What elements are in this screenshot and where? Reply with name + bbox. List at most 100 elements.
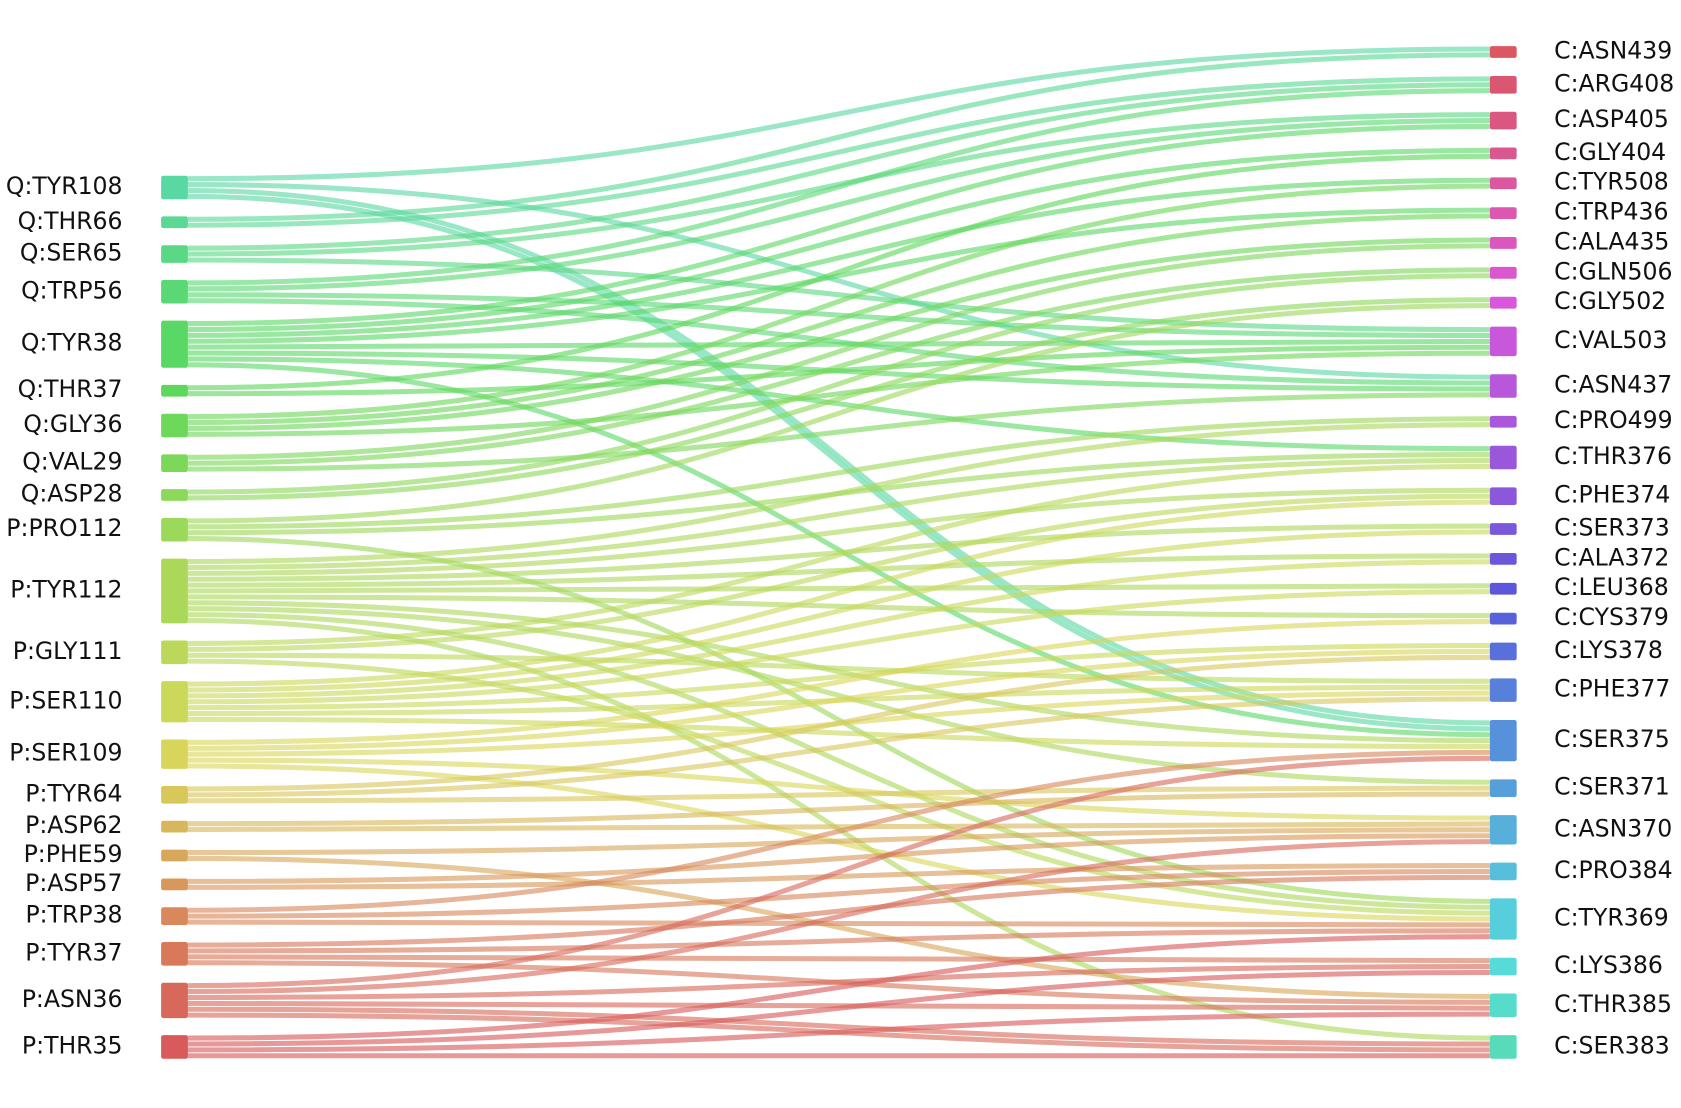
node xyxy=(161,681,188,723)
link xyxy=(187,643,1490,711)
node-label: C:ASN370 xyxy=(1554,814,1672,842)
link xyxy=(187,88,1490,286)
node xyxy=(161,517,188,542)
node-label: Q:GLY36 xyxy=(23,410,122,438)
node-label: P:TYR112 xyxy=(10,576,122,604)
node xyxy=(1489,582,1517,595)
node-label: C:GLY502 xyxy=(1554,287,1666,315)
node-label: C:SER375 xyxy=(1554,725,1670,753)
node xyxy=(1489,374,1517,398)
node-label: C:PHE374 xyxy=(1554,481,1670,509)
link xyxy=(187,177,1490,338)
link xyxy=(187,755,1490,989)
link xyxy=(187,964,1490,1000)
node xyxy=(1489,612,1517,625)
node xyxy=(1489,46,1517,58)
link xyxy=(187,874,1490,948)
node-label: C:VAL503 xyxy=(1554,326,1667,354)
node-label: C:PRO499 xyxy=(1554,406,1673,434)
node-label: Q:SER65 xyxy=(20,239,123,267)
link xyxy=(187,422,1490,565)
node xyxy=(1489,552,1517,565)
link xyxy=(187,338,1490,350)
node xyxy=(161,820,188,833)
node xyxy=(1489,111,1517,130)
link xyxy=(187,153,1490,391)
nodes: Q:TYR108 Q:THR66 Q:SER65 Q:TRP56 Q:TYR38 Q:TH… xyxy=(6,36,1674,1059)
node-label: P:SER110 xyxy=(9,686,122,714)
node-label: P:PRO112 xyxy=(6,514,122,542)
node-label: C:SER383 xyxy=(1554,1031,1670,1059)
link xyxy=(187,493,1490,652)
node xyxy=(1489,642,1517,661)
node-label: C:ASN437 xyxy=(1554,370,1672,398)
node xyxy=(1489,678,1517,702)
link xyxy=(187,457,1490,570)
link xyxy=(187,589,1490,705)
link xyxy=(187,183,1490,420)
node-label: Q:VAL29 xyxy=(22,448,122,476)
node xyxy=(1489,266,1517,279)
node xyxy=(1489,487,1517,506)
node-label: C:PRO384 xyxy=(1554,856,1673,884)
node xyxy=(161,320,188,368)
node-label: P:GLY111 xyxy=(13,637,123,665)
node-label: C:THR385 xyxy=(1554,990,1672,1018)
node xyxy=(161,739,188,769)
node xyxy=(161,175,188,200)
node-label: C:GLY404 xyxy=(1554,138,1666,166)
link xyxy=(187,1011,1490,1053)
node-label: C:LEU368 xyxy=(1554,573,1669,601)
node xyxy=(1489,415,1517,428)
link xyxy=(187,855,1490,999)
node xyxy=(1489,898,1517,940)
node-label: C:SER371 xyxy=(1554,773,1670,801)
link xyxy=(187,487,1490,576)
link xyxy=(187,463,1490,646)
link xyxy=(187,273,1490,495)
link xyxy=(187,499,1490,687)
link xyxy=(187,213,1490,426)
node xyxy=(161,489,188,501)
link xyxy=(187,583,1490,594)
node xyxy=(1489,719,1517,762)
node xyxy=(1489,326,1517,357)
link xyxy=(187,344,1490,397)
link xyxy=(187,118,1490,292)
link xyxy=(187,863,1490,890)
node-label: P:ASN36 xyxy=(22,985,123,1013)
links xyxy=(187,46,1490,1059)
node xyxy=(1489,957,1517,976)
node xyxy=(1489,523,1517,535)
link xyxy=(187,868,1490,919)
node-label: C:SER373 xyxy=(1554,514,1670,542)
node xyxy=(1489,815,1517,845)
link xyxy=(187,46,1490,182)
link xyxy=(187,1006,1490,1047)
node xyxy=(161,878,188,891)
link xyxy=(187,619,1490,745)
node-label: Q:THR37 xyxy=(18,375,123,403)
node-label: C:ARG408 xyxy=(1554,69,1674,97)
node-label: P:ASP57 xyxy=(25,869,122,897)
link xyxy=(187,237,1490,431)
node xyxy=(161,982,188,1019)
node xyxy=(1489,779,1517,798)
node xyxy=(161,785,188,804)
link xyxy=(187,654,1490,792)
link xyxy=(187,839,1490,995)
link xyxy=(187,52,1490,222)
node-label: C:GLN506 xyxy=(1554,257,1672,285)
link xyxy=(187,350,1490,437)
node-label: C:LYS378 xyxy=(1554,636,1663,664)
node-label: Q:TYR108 xyxy=(6,172,123,200)
node-label: C:ALA372 xyxy=(1554,543,1669,571)
link xyxy=(187,648,1490,751)
link xyxy=(187,821,1490,833)
link xyxy=(187,207,1490,344)
node-label: C:TYR508 xyxy=(1554,168,1669,196)
node-label: C:THR376 xyxy=(1554,442,1672,470)
link xyxy=(187,559,1490,699)
node xyxy=(161,558,188,624)
node xyxy=(161,245,188,263)
